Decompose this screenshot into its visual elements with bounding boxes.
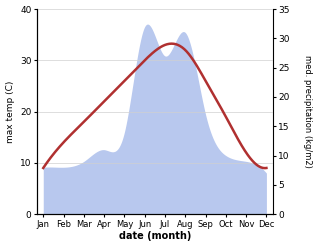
Y-axis label: med. precipitation (kg/m2): med. precipitation (kg/m2)	[303, 55, 313, 168]
Y-axis label: max temp (C): max temp (C)	[5, 80, 15, 143]
X-axis label: date (month): date (month)	[119, 231, 191, 242]
